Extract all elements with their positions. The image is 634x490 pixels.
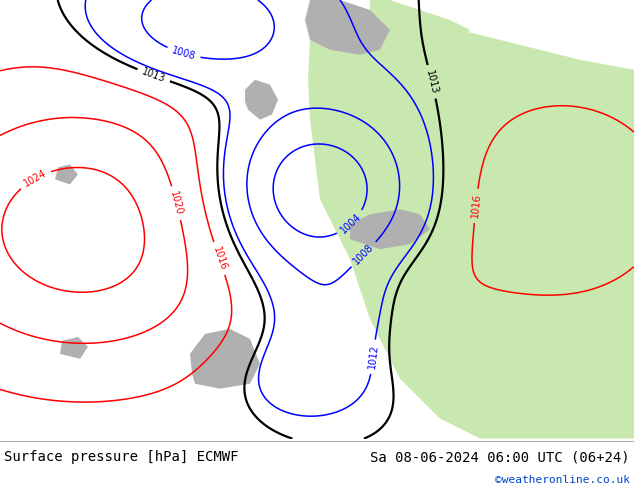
Text: Surface pressure [hPa] ECMWF: Surface pressure [hPa] ECMWF [4, 450, 238, 464]
Polygon shape [305, 0, 390, 55]
Text: 1020: 1020 [169, 190, 184, 216]
Text: 1012: 1012 [366, 344, 380, 369]
Text: 1013: 1013 [140, 67, 167, 84]
Polygon shape [55, 165, 78, 184]
Text: 1004: 1004 [339, 212, 363, 236]
Text: 1008: 1008 [171, 45, 197, 62]
Polygon shape [60, 337, 88, 359]
Text: Sa 08-06-2024 06:00 UTC (06+24): Sa 08-06-2024 06:00 UTC (06+24) [370, 450, 630, 464]
Polygon shape [308, 0, 634, 439]
Polygon shape [350, 209, 430, 249]
Text: 1008: 1008 [352, 242, 376, 267]
Text: 1016: 1016 [470, 193, 482, 219]
Polygon shape [370, 0, 470, 80]
Text: 1016: 1016 [210, 245, 228, 271]
Polygon shape [245, 80, 278, 120]
Text: ©weatheronline.co.uk: ©weatheronline.co.uk [495, 475, 630, 485]
Text: 1013: 1013 [424, 69, 439, 95]
Polygon shape [190, 329, 260, 389]
Text: 1024: 1024 [22, 168, 48, 189]
